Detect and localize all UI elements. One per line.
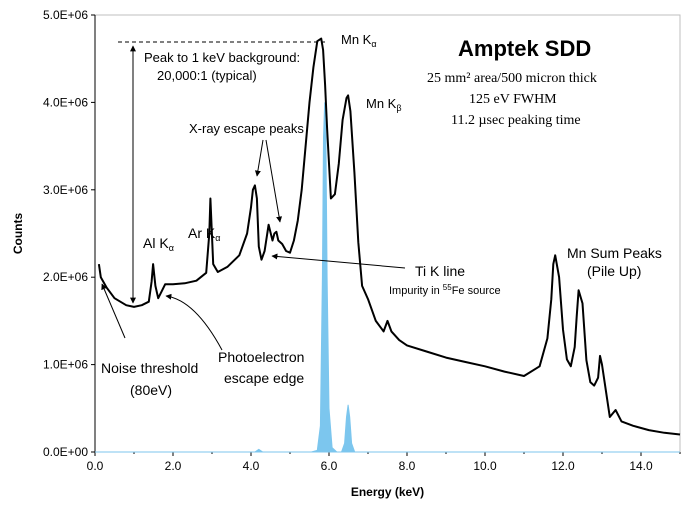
x-tick-label: 14.0 [629, 459, 653, 473]
y-tick-label: 4.0E+06 [43, 95, 88, 109]
photo-label-1: Photoelectron [218, 349, 304, 365]
y-tick-label: 3.0E+06 [43, 183, 88, 197]
al-ka-label: Al Kα [143, 235, 174, 253]
spec-line-1: 25 mm² area/500 micron thick [427, 71, 597, 86]
mn-kb-label: Mn Kβ [366, 96, 402, 113]
spec-line-2: 125 eV FWHM [469, 92, 557, 107]
escape-peaks-label: X-ray escape peaks [189, 121, 304, 136]
series-measured-spectrum [97, 37, 681, 436]
escape-arrow-1 [254, 139, 264, 177]
x-tick-label: 12.0 [551, 459, 575, 473]
series-reference-fill [95, 102, 680, 453]
sum-peaks-label-2: (Pile Up) [587, 263, 641, 279]
axes: 0.0E+00 1.0E+06 2.0E+06 3.0E+06 4.0E+06 5.0E+… [11, 8, 681, 499]
y-tick-label: 0.0E+00 [43, 445, 88, 459]
peak-to-bg-label-1: Peak to 1 keV background: [144, 50, 300, 65]
noise-label-1: Noise threshold [101, 360, 198, 376]
ti-k-label: Ti K line [415, 263, 465, 279]
x-tick-label: 8.0 [399, 459, 416, 473]
y-tick-label: 1.0E+06 [43, 358, 88, 372]
x-tick-label: 2.0 [165, 459, 182, 473]
ar-ka-label: Ar Kα [188, 225, 220, 243]
x-tick-label: 0.0 [87, 459, 104, 473]
y-tick-label: 2.0E+06 [43, 270, 88, 284]
noise-label-2: (80eV) [130, 382, 172, 398]
photo-label-2: escape edge [224, 370, 304, 386]
x-tick-label: 6.0 [321, 459, 338, 473]
peak-to-bg-label-2: 20,000:1 (typical) [157, 68, 257, 83]
x-tick-label: 4.0 [243, 459, 260, 473]
mn-ka-label: Mn Kα [341, 32, 377, 49]
x-tick-label: 10.0 [473, 459, 497, 473]
y-tick-label: 5.0E+06 [43, 8, 88, 22]
sum-peaks-label-1: Mn Sum Peaks [567, 245, 662, 261]
series-layer [95, 37, 681, 453]
impurity-label: Impurity in 55Fe source [389, 283, 501, 297]
escape-arrow-2 [265, 139, 283, 223]
photo-edge-arrow [165, 293, 223, 351]
ti-k-arrow [271, 253, 406, 269]
y-axis-title: Counts [11, 213, 25, 255]
x-axis-title: Energy (keV) [351, 485, 424, 499]
noise-arrow [101, 283, 126, 339]
spec-line-3: 11.2 µsec peaking time [451, 113, 581, 128]
chart-title: Amptek SDD [458, 36, 591, 61]
